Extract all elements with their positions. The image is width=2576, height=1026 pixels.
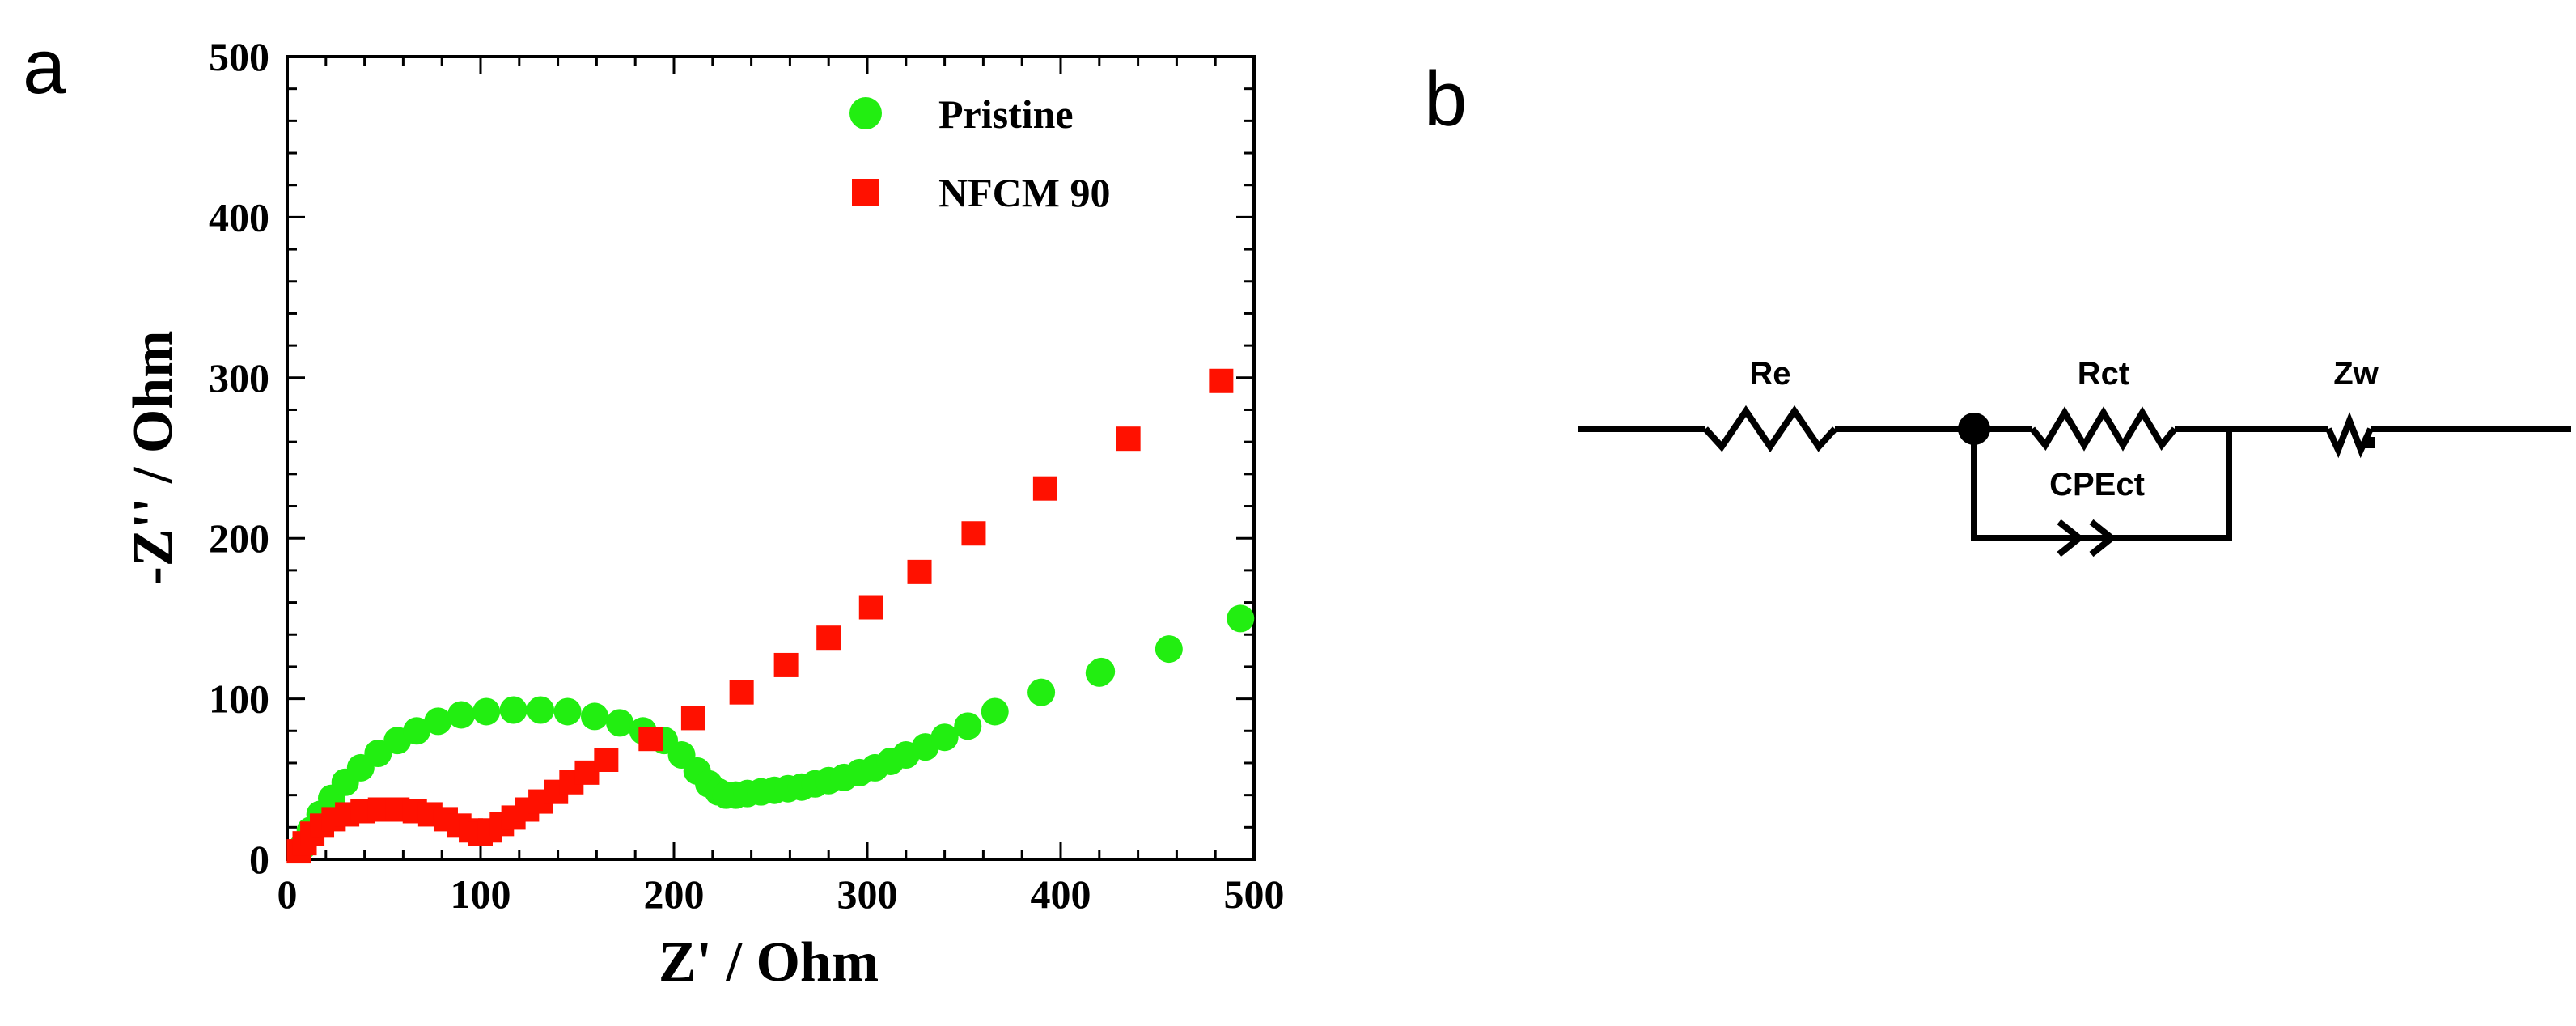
data-point-pristine: [499, 696, 527, 724]
data-point-nfcm90: [1032, 476, 1057, 501]
y-tick-label: 100: [209, 676, 269, 722]
legend: Pristine NFCM 90: [849, 91, 1110, 215]
data-point-pristine: [424, 707, 452, 736]
y-axis-label: -Z'' / Ohm: [122, 330, 184, 585]
label-zw: Zw: [2333, 356, 2379, 392]
data-point-pristine: [1155, 635, 1183, 664]
panel-letter-a: a: [23, 23, 66, 110]
y-tick-label: 0: [249, 837, 269, 882]
series-layer: [286, 368, 1255, 864]
data-point-pristine: [981, 697, 1009, 726]
x-tick-label: 400: [1031, 871, 1091, 917]
data-point-pristine: [581, 702, 609, 731]
data-point-nfcm90: [858, 595, 883, 620]
cpe-plate-right: [2089, 519, 2117, 558]
legend-marker-nfcm90: [852, 179, 879, 206]
x-tick-label: 0: [278, 871, 298, 917]
data-point-nfcm90: [729, 680, 754, 705]
panel-letter-b: b: [1424, 56, 1467, 142]
wire-cpe-loop: [1971, 429, 2232, 541]
data-point-nfcm90: [680, 706, 705, 731]
data-point-nfcm90: [773, 652, 799, 677]
legend-marker-pristine: [849, 97, 882, 129]
label-cpect: CPEct: [2049, 467, 2145, 502]
legend-label-nfcm90: NFCM 90: [938, 170, 1110, 215]
x-tick-label: 100: [451, 871, 511, 917]
y-axis-ticks: [287, 55, 1254, 861]
y-tick-label: 200: [209, 515, 269, 561]
data-point-pristine: [1027, 678, 1056, 706]
x-axis-label: Z' / Ohm: [659, 931, 879, 994]
label-rct: Rct: [2078, 356, 2129, 392]
data-point-nfcm90: [594, 747, 619, 772]
equivalent-circuit: [1578, 405, 2571, 558]
x-tick-label: 500: [1224, 871, 1285, 917]
data-point-pristine: [527, 696, 555, 724]
series-nfcm90: [286, 368, 1234, 864]
data-point-pristine: [930, 723, 959, 752]
series-pristine: [289, 604, 1255, 861]
data-point-nfcm90: [1116, 426, 1141, 452]
resistor-rct: [2029, 406, 2178, 452]
data-point-nfcm90: [907, 559, 932, 584]
y-axis-tick-labels: 0 100 200 300 400 500: [209, 34, 269, 882]
data-point-pristine: [553, 697, 582, 726]
data-point-pristine: [1087, 657, 1116, 685]
warburg-subscript-mark: [2364, 437, 2375, 448]
data-point-pristine: [472, 697, 501, 726]
data-point-pristine: [954, 712, 982, 740]
cpe-plate-left: [2057, 519, 2085, 558]
data-point-nfcm90: [816, 625, 841, 651]
x-axis-tick-labels: 0 100 200 300 400 500: [278, 871, 1285, 917]
y-tick-label: 400: [209, 194, 269, 240]
x-tick-label: 300: [837, 871, 898, 917]
resistor-re: [1703, 405, 1837, 453]
x-tick-label: 200: [644, 871, 705, 917]
legend-label-pristine: Pristine: [938, 91, 1074, 137]
data-point-nfcm90: [638, 727, 663, 752]
y-tick-label: 500: [209, 34, 269, 79]
data-point-nfcm90: [1209, 368, 1234, 393]
y-tick-label: 300: [209, 355, 269, 401]
label-re: Re: [1749, 356, 1790, 392]
x-axis-ticks: [286, 57, 1256, 859]
data-point-pristine: [403, 717, 431, 745]
plot-frame: [286, 55, 1256, 861]
nyquist-chart: 0 100 200 300 400 500 0 100 200 300 400 500 Z' / O…: [122, 34, 1285, 994]
data-point-pristine: [364, 740, 392, 768]
data-point-pristine: [1227, 604, 1255, 633]
circuit-node: [1958, 413, 1990, 445]
data-point-nfcm90: [961, 521, 986, 546]
data-point-pristine: [447, 701, 476, 729]
data-point-pristine: [606, 709, 634, 737]
